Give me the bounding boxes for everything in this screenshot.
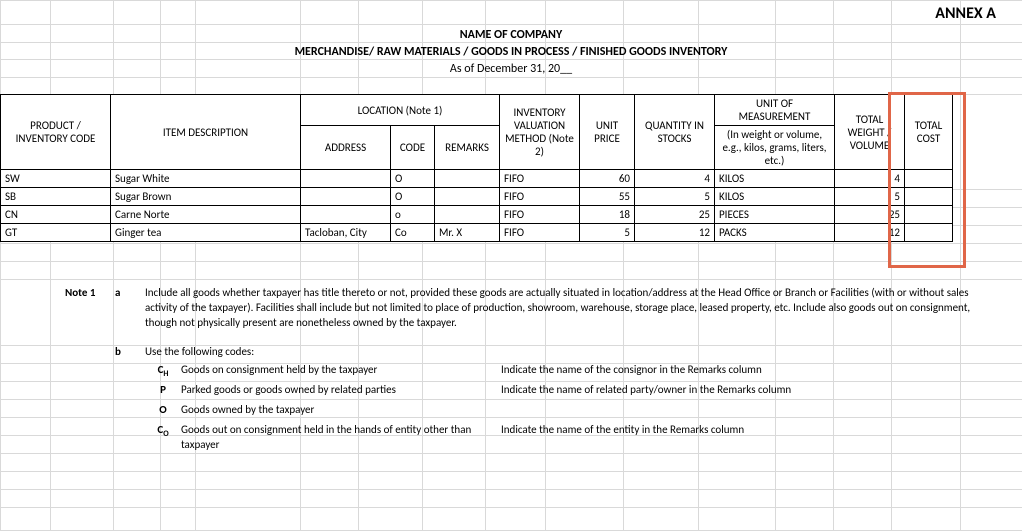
col-total-wv: TOTAL WEIGHT / VOLUME: [835, 95, 905, 170]
cell-price: 55: [580, 188, 635, 206]
cell-price: 18: [580, 206, 635, 224]
company-name: NAME OF COMPANY: [0, 28, 1022, 42]
note-a-label: a: [115, 286, 145, 299]
cell-method: FIFO: [500, 206, 580, 224]
cell-method: FIFO: [500, 170, 580, 188]
cell-uom: PACKS: [715, 224, 835, 242]
cell-qty: 25: [635, 206, 715, 224]
cell-code: SB: [1, 188, 111, 206]
cell-remarks: Mr. X: [435, 224, 500, 242]
code-desc: Parked goods or goods owned by related p…: [181, 383, 501, 397]
code-desc: Goods owned by the taxpayer: [181, 403, 501, 417]
table-row: SWSugar WhiteOFIFO604KILOS4: [1, 170, 953, 188]
cell-twv: 4: [835, 170, 905, 188]
cell-desc: Ginger tea: [111, 224, 301, 242]
cell-tcost: [905, 206, 953, 224]
table-row: SBSugar BrownOFIFO555KILOS5: [1, 188, 953, 206]
note-a-text: Include all goods whether taxpayer has t…: [145, 286, 985, 331]
col-address: ADDRESS: [301, 126, 391, 170]
cell-method: FIFO: [500, 224, 580, 242]
code-symbol: O: [145, 403, 181, 416]
table-row: GTGinger teaTacloban, CityCoMr. XFIFO512…: [1, 224, 953, 242]
cell-address: Tacloban, City: [301, 224, 391, 242]
note-b-text: Use the following codes:: [145, 345, 985, 360]
cell-lcode: Co: [391, 224, 435, 242]
code-symbol: CO: [145, 423, 181, 439]
col-total-cost: TOTAL COST: [905, 95, 953, 170]
cell-desc: Sugar White: [111, 170, 301, 188]
cell-desc: Carne Norte: [111, 206, 301, 224]
cell-code: CN: [1, 206, 111, 224]
cell-twv: 25: [835, 206, 905, 224]
cell-address: [301, 170, 391, 188]
cell-twv: 5: [835, 188, 905, 206]
cell-lcode: O: [391, 170, 435, 188]
annex-label: ANNEX A: [935, 4, 996, 23]
code-indication: Indicate the name of the entity in the R…: [501, 423, 985, 437]
cell-remarks: [435, 206, 500, 224]
code-desc: Goods out on consignment held in the han…: [181, 423, 501, 452]
table-row: CNCarne NorteoFIFO1825PIECES25: [1, 206, 953, 224]
cell-code: SW: [1, 170, 111, 188]
note-1a: Note 1 a Include all goods whether taxpa…: [65, 286, 985, 331]
cell-remarks: [435, 170, 500, 188]
code-indication: Indicate the name of related party/owner…: [501, 383, 985, 397]
col-product-code: PRODUCT / INVENTORY CODE: [1, 95, 111, 170]
col-unit-price: UNIT PRICE: [580, 95, 635, 170]
code-desc: Goods on consignment held by the taxpaye…: [181, 363, 501, 377]
cell-price: 5: [580, 224, 635, 242]
cell-remarks: [435, 188, 500, 206]
document-title: MERCHANDISE/ RAW MATERIALS / GOODS IN PR…: [0, 45, 1022, 59]
code-row: PParked goods or goods owned by related …: [145, 383, 985, 401]
code-row: CHGoods on consignment held by the taxpa…: [145, 363, 985, 381]
note-b-label: b: [115, 345, 145, 358]
col-code: CODE: [391, 126, 435, 170]
cell-lcode: o: [391, 206, 435, 224]
cell-uom: KILOS: [715, 170, 835, 188]
cell-twv: 12: [835, 224, 905, 242]
cell-tcost: [905, 224, 953, 242]
notes-section: Note 1 a Include all goods whether taxpa…: [65, 286, 985, 452]
code-row: OGoods owned by the taxpayer: [145, 403, 985, 421]
col-uom-group: UNIT OF MEASUREMENT: [715, 95, 835, 126]
cell-lcode: O: [391, 188, 435, 206]
code-symbol: P: [145, 383, 181, 396]
cell-address: [301, 188, 391, 206]
cell-qty: 12: [635, 224, 715, 242]
code-symbol: CH: [145, 363, 181, 379]
col-remarks: REMARKS: [435, 126, 500, 170]
table-body: SWSugar WhiteOFIFO604KILOS4SBSugar Brown…: [1, 170, 953, 242]
code-row: COGoods out on consignment held in the h…: [145, 423, 985, 452]
cell-method: FIFO: [500, 188, 580, 206]
cell-tcost: [905, 188, 953, 206]
note1-label: Note 1: [65, 286, 115, 299]
inventory-table: PRODUCT / INVENTORY CODE ITEM DESCRIPTIO…: [0, 94, 953, 242]
cell-uom: PIECES: [715, 206, 835, 224]
col-location-group: LOCATION (Note 1): [301, 95, 500, 126]
cell-qty: 5: [635, 188, 715, 206]
code-indication: Indicate the name of the consignor in th…: [501, 363, 985, 377]
codes-table: CHGoods on consignment held by the taxpa…: [145, 363, 985, 452]
col-uom-sub: (In weight or volume, e.g., kilos, grams…: [715, 126, 835, 170]
cell-code: GT: [1, 224, 111, 242]
cell-address: [301, 206, 391, 224]
col-item-desc: ITEM DESCRIPTION: [111, 95, 301, 170]
note-1b: b Use the following codes:: [65, 345, 985, 360]
as-of-date: As of December 31, 20__: [0, 62, 1022, 76]
cell-desc: Sugar Brown: [111, 188, 301, 206]
table-header: PRODUCT / INVENTORY CODE ITEM DESCRIPTIO…: [1, 95, 953, 170]
document-header: NAME OF COMPANY MERCHANDISE/ RAW MATERIA…: [0, 28, 1022, 76]
cell-tcost: [905, 170, 953, 188]
cell-qty: 4: [635, 170, 715, 188]
col-quantity: QUANTITY IN STOCKS: [635, 95, 715, 170]
cell-uom: KILOS: [715, 188, 835, 206]
col-inv-method: INVENTORY VALUATION METHOD (Note 2): [500, 95, 580, 170]
cell-price: 60: [580, 170, 635, 188]
